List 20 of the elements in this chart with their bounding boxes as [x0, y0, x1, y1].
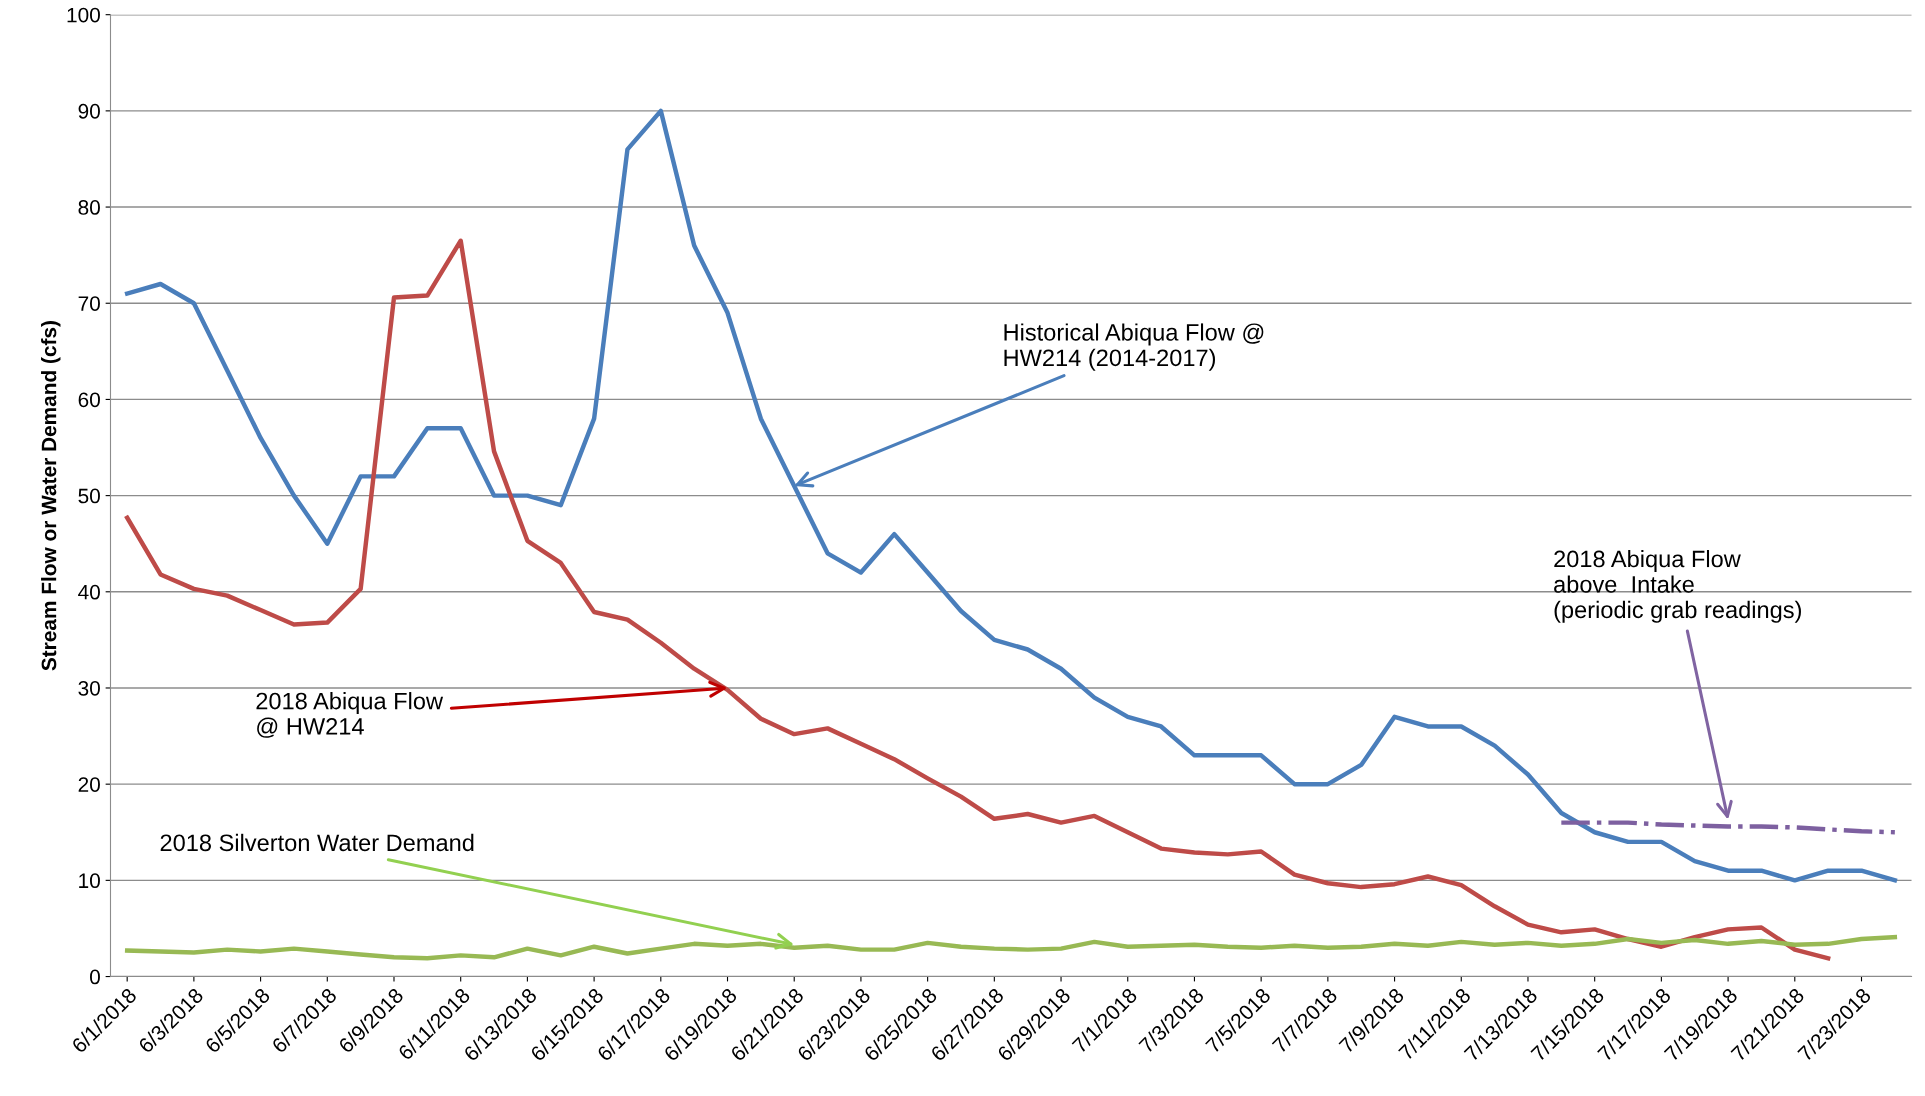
- y-tick-label: 60: [78, 392, 100, 408]
- y-tick-label: 90: [78, 103, 100, 119]
- y-tick-label: 20: [78, 777, 100, 792]
- y-tick-label: 30: [78, 680, 100, 696]
- y-tick-label: 70: [78, 296, 100, 311]
- annotation: 2018 Abiqua Flow @ HW214: [256, 692, 444, 738]
- y-tick-label: 40: [78, 584, 100, 600]
- y-tick-label: 100: [67, 7, 100, 23]
- y-axis-title: Stream Flow or Water Demand (cfs): [41, 321, 61, 671]
- line-series: [124, 934, 1898, 961]
- y-tick-label: 10: [79, 873, 100, 889]
- line-series: [1559, 820, 1898, 835]
- y-tick-label: 80: [78, 200, 100, 215]
- annotation: 2018 Silverton Water Demand: [160, 833, 474, 852]
- line-series: [124, 238, 1831, 961]
- y-tick-label: 0: [90, 969, 100, 985]
- y-tick-label: 50: [78, 488, 100, 504]
- line-series: [124, 108, 1898, 883]
- annotation: 2018 Abiqua Flow above Intake (periodic grab readings): [1554, 549, 1801, 623]
- annotation: Historical Abiqua Flow @ HW214 (2014-2017): [1004, 323, 1264, 371]
